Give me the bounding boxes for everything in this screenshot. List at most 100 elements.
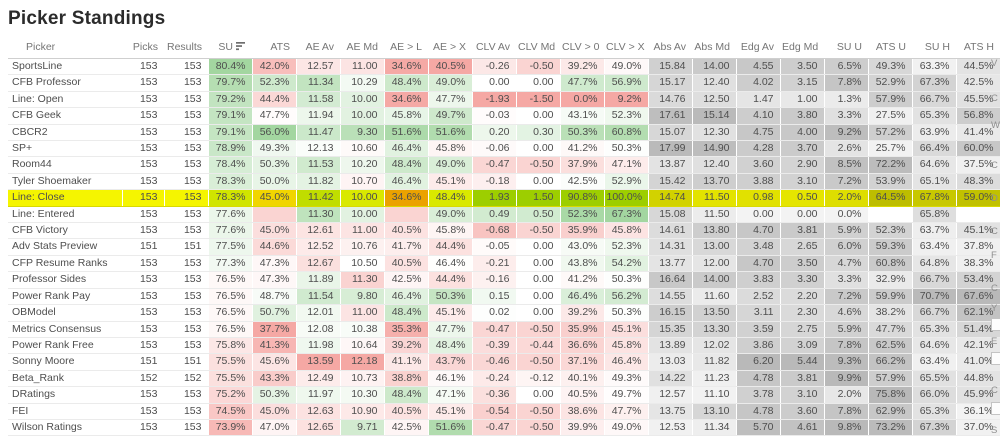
cell-ae_av[interactable]: 11.42 <box>296 189 341 207</box>
cell-picker[interactable]: CFP Resume Ranks <box>8 255 123 273</box>
cell-ae_av[interactable]: 11.47 <box>296 124 341 142</box>
cell-su_u[interactable]: 7.2% <box>824 288 869 306</box>
cell-ae_md[interactable]: 11.00 <box>340 222 385 240</box>
cell-clv_gt_x[interactable]: 47.7% <box>604 403 649 420</box>
cell-ats_h[interactable]: 45.1% <box>956 222 1000 240</box>
cell-abs_md[interactable]: 13.70 <box>692 173 737 191</box>
column-header-su_u[interactable]: SU U <box>824 38 868 59</box>
cell-clv_md[interactable]: 0.00 <box>516 107 561 125</box>
cell-clv_gt_x[interactable]: 52.9% <box>604 173 649 191</box>
cell-edg_av[interactable]: 3.59 <box>736 321 781 338</box>
cell-results[interactable]: 153 <box>164 206 209 224</box>
cell-clv_md[interactable]: -0.12 <box>516 370 561 388</box>
cell-ae_av[interactable]: 11.97 <box>296 386 341 404</box>
cell-ae_gt_x[interactable]: 46.1% <box>428 370 473 388</box>
cell-ats_u[interactable]: 62.9% <box>868 403 913 420</box>
cell-ae_md[interactable]: 10.64 <box>340 337 385 355</box>
cell-edg_av[interactable]: 3.83 <box>736 271 781 289</box>
cell-su_u[interactable]: 1.3% <box>824 91 869 109</box>
cell-ae_gt_x[interactable]: 46.4% <box>428 255 473 273</box>
column-header-ats_u[interactable]: ATS U <box>868 38 912 59</box>
cell-picker[interactable]: Line: Entered <box>8 206 123 224</box>
cell-ae_md[interactable]: 10.38 <box>340 321 385 338</box>
cell-picker[interactable]: CBCR2 <box>8 124 123 142</box>
cell-ae_av[interactable]: 12.08 <box>296 321 341 338</box>
cell-clv_av[interactable]: -0.03 <box>472 107 517 125</box>
cell-ae_gt_l[interactable]: 46.4% <box>384 288 429 306</box>
cell-clv_gt_0[interactable]: 46.4% <box>560 288 605 306</box>
cell-ats_h[interactable]: 53.4% <box>956 271 1000 289</box>
cell-clv_gt_x[interactable]: 49.0% <box>604 58 649 76</box>
column-header-ats_h[interactable]: ATS H <box>956 38 1000 59</box>
cell-edg_av[interactable]: 3.88 <box>736 173 781 191</box>
cell-ats_h[interactable]: 56.8% <box>956 107 1000 125</box>
cell-picker[interactable]: FEI <box>8 403 123 420</box>
cell-results[interactable]: 153 <box>164 74 209 92</box>
cell-ae_gt_x[interactable]: 47.7% <box>428 91 473 109</box>
cell-ats_u[interactable]: 53.9% <box>868 173 913 191</box>
cell-clv_gt_0[interactable]: 52.3% <box>560 206 605 224</box>
cell-abs_md[interactable]: 11.10 <box>692 386 737 404</box>
cell-su[interactable]: 78.4% <box>208 156 253 174</box>
cell-ae_gt_x[interactable]: 51.6% <box>428 124 473 142</box>
cell-abs_av[interactable]: 14.55 <box>648 288 693 306</box>
cell-picks[interactable]: 153 <box>122 321 165 338</box>
cell-ae_gt_l[interactable]: 34.6% <box>384 58 429 76</box>
cell-results[interactable]: 152 <box>164 370 209 388</box>
cell-ats_h[interactable]: 45.5% <box>956 91 1000 109</box>
cell-ae_gt_x[interactable]: 45.8% <box>428 140 473 158</box>
cell-su[interactable]: 76.5% <box>208 304 253 322</box>
cell-picks[interactable]: 153 <box>122 107 165 125</box>
cell-edg_av[interactable]: 3.48 <box>736 238 781 256</box>
cell-results[interactable]: 153 <box>164 288 209 306</box>
cell-ae_gt_l[interactable]: 38.8% <box>384 370 429 388</box>
cell-su_u[interactable]: 6.5% <box>824 58 869 76</box>
cell-clv_av[interactable]: -0.21 <box>472 255 517 273</box>
cell-su_h[interactable]: 66.4% <box>912 140 957 158</box>
cell-ae_gt_l[interactable]: 42.5% <box>384 419 429 437</box>
cell-ats_h[interactable]: 42.1% <box>956 337 1000 355</box>
cell-ats_h[interactable] <box>956 206 1000 224</box>
cell-clv_av[interactable]: -0.54 <box>472 403 517 420</box>
cell-ats_h[interactable]: 45.9% <box>956 386 1000 404</box>
cell-ats_h[interactable]: 51.4% <box>956 321 1000 338</box>
column-header-edg_av[interactable]: Edg Av <box>736 38 780 59</box>
cell-edg_av[interactable]: 3.11 <box>736 304 781 322</box>
cell-picks[interactable]: 153 <box>122 386 165 404</box>
cell-ae_av[interactable]: 12.67 <box>296 255 341 273</box>
cell-picks[interactable]: 153 <box>122 173 165 191</box>
cell-edg_md[interactable]: 4.61 <box>780 419 825 437</box>
cell-ae_md[interactable]: 10.20 <box>340 156 385 174</box>
cell-su_h[interactable]: 63.4% <box>912 238 957 256</box>
cell-abs_md[interactable]: 12.40 <box>692 74 737 92</box>
cell-ats_u[interactable]: 57.9% <box>868 370 913 388</box>
cell-abs_md[interactable]: 14.00 <box>692 271 737 289</box>
cell-clv_gt_0[interactable]: 43.1% <box>560 107 605 125</box>
cell-clv_gt_0[interactable]: 50.3% <box>560 124 605 142</box>
cell-abs_md[interactable]: 11.82 <box>692 353 737 371</box>
cell-ae_md[interactable]: 10.00 <box>340 91 385 109</box>
cell-ats_h[interactable]: 67.6% <box>956 288 1000 306</box>
cell-clv_gt_x[interactable]: 45.8% <box>604 337 649 355</box>
cell-ae_gt_x[interactable]: 43.7% <box>428 353 473 371</box>
cell-clv_gt_x[interactable]: 50.3% <box>604 304 649 322</box>
cell-picker[interactable]: Wilson Ratings <box>8 419 123 437</box>
cell-picker[interactable]: CFB Victory <box>8 222 123 240</box>
cell-ats[interactable]: 50.0% <box>252 173 297 191</box>
cell-ats_h[interactable]: 37.8% <box>956 238 1000 256</box>
cell-edg_md[interactable]: 2.30 <box>780 304 825 322</box>
cell-clv_gt_0[interactable]: 90.8% <box>560 189 605 207</box>
cell-ae_gt_x[interactable]: 45.8% <box>428 222 473 240</box>
cell-abs_av[interactable]: 14.76 <box>648 91 693 109</box>
cell-ats[interactable]: 47.0% <box>252 419 297 437</box>
cell-su_h[interactable]: 66.7% <box>912 304 957 322</box>
cell-abs_md[interactable]: 11.23 <box>692 370 737 388</box>
cell-results[interactable]: 153 <box>164 386 209 404</box>
cell-ae_md[interactable]: 9.30 <box>340 124 385 142</box>
cell-abs_md[interactable]: 12.50 <box>692 91 737 109</box>
cell-su_h[interactable]: 67.8% <box>912 189 957 207</box>
cell-su_h[interactable]: 63.3% <box>912 58 957 76</box>
cell-ae_gt_l[interactable]: 45.8% <box>384 107 429 125</box>
cell-ae_md[interactable]: 10.50 <box>340 255 385 273</box>
cell-su_u[interactable]: 2.0% <box>824 189 869 207</box>
